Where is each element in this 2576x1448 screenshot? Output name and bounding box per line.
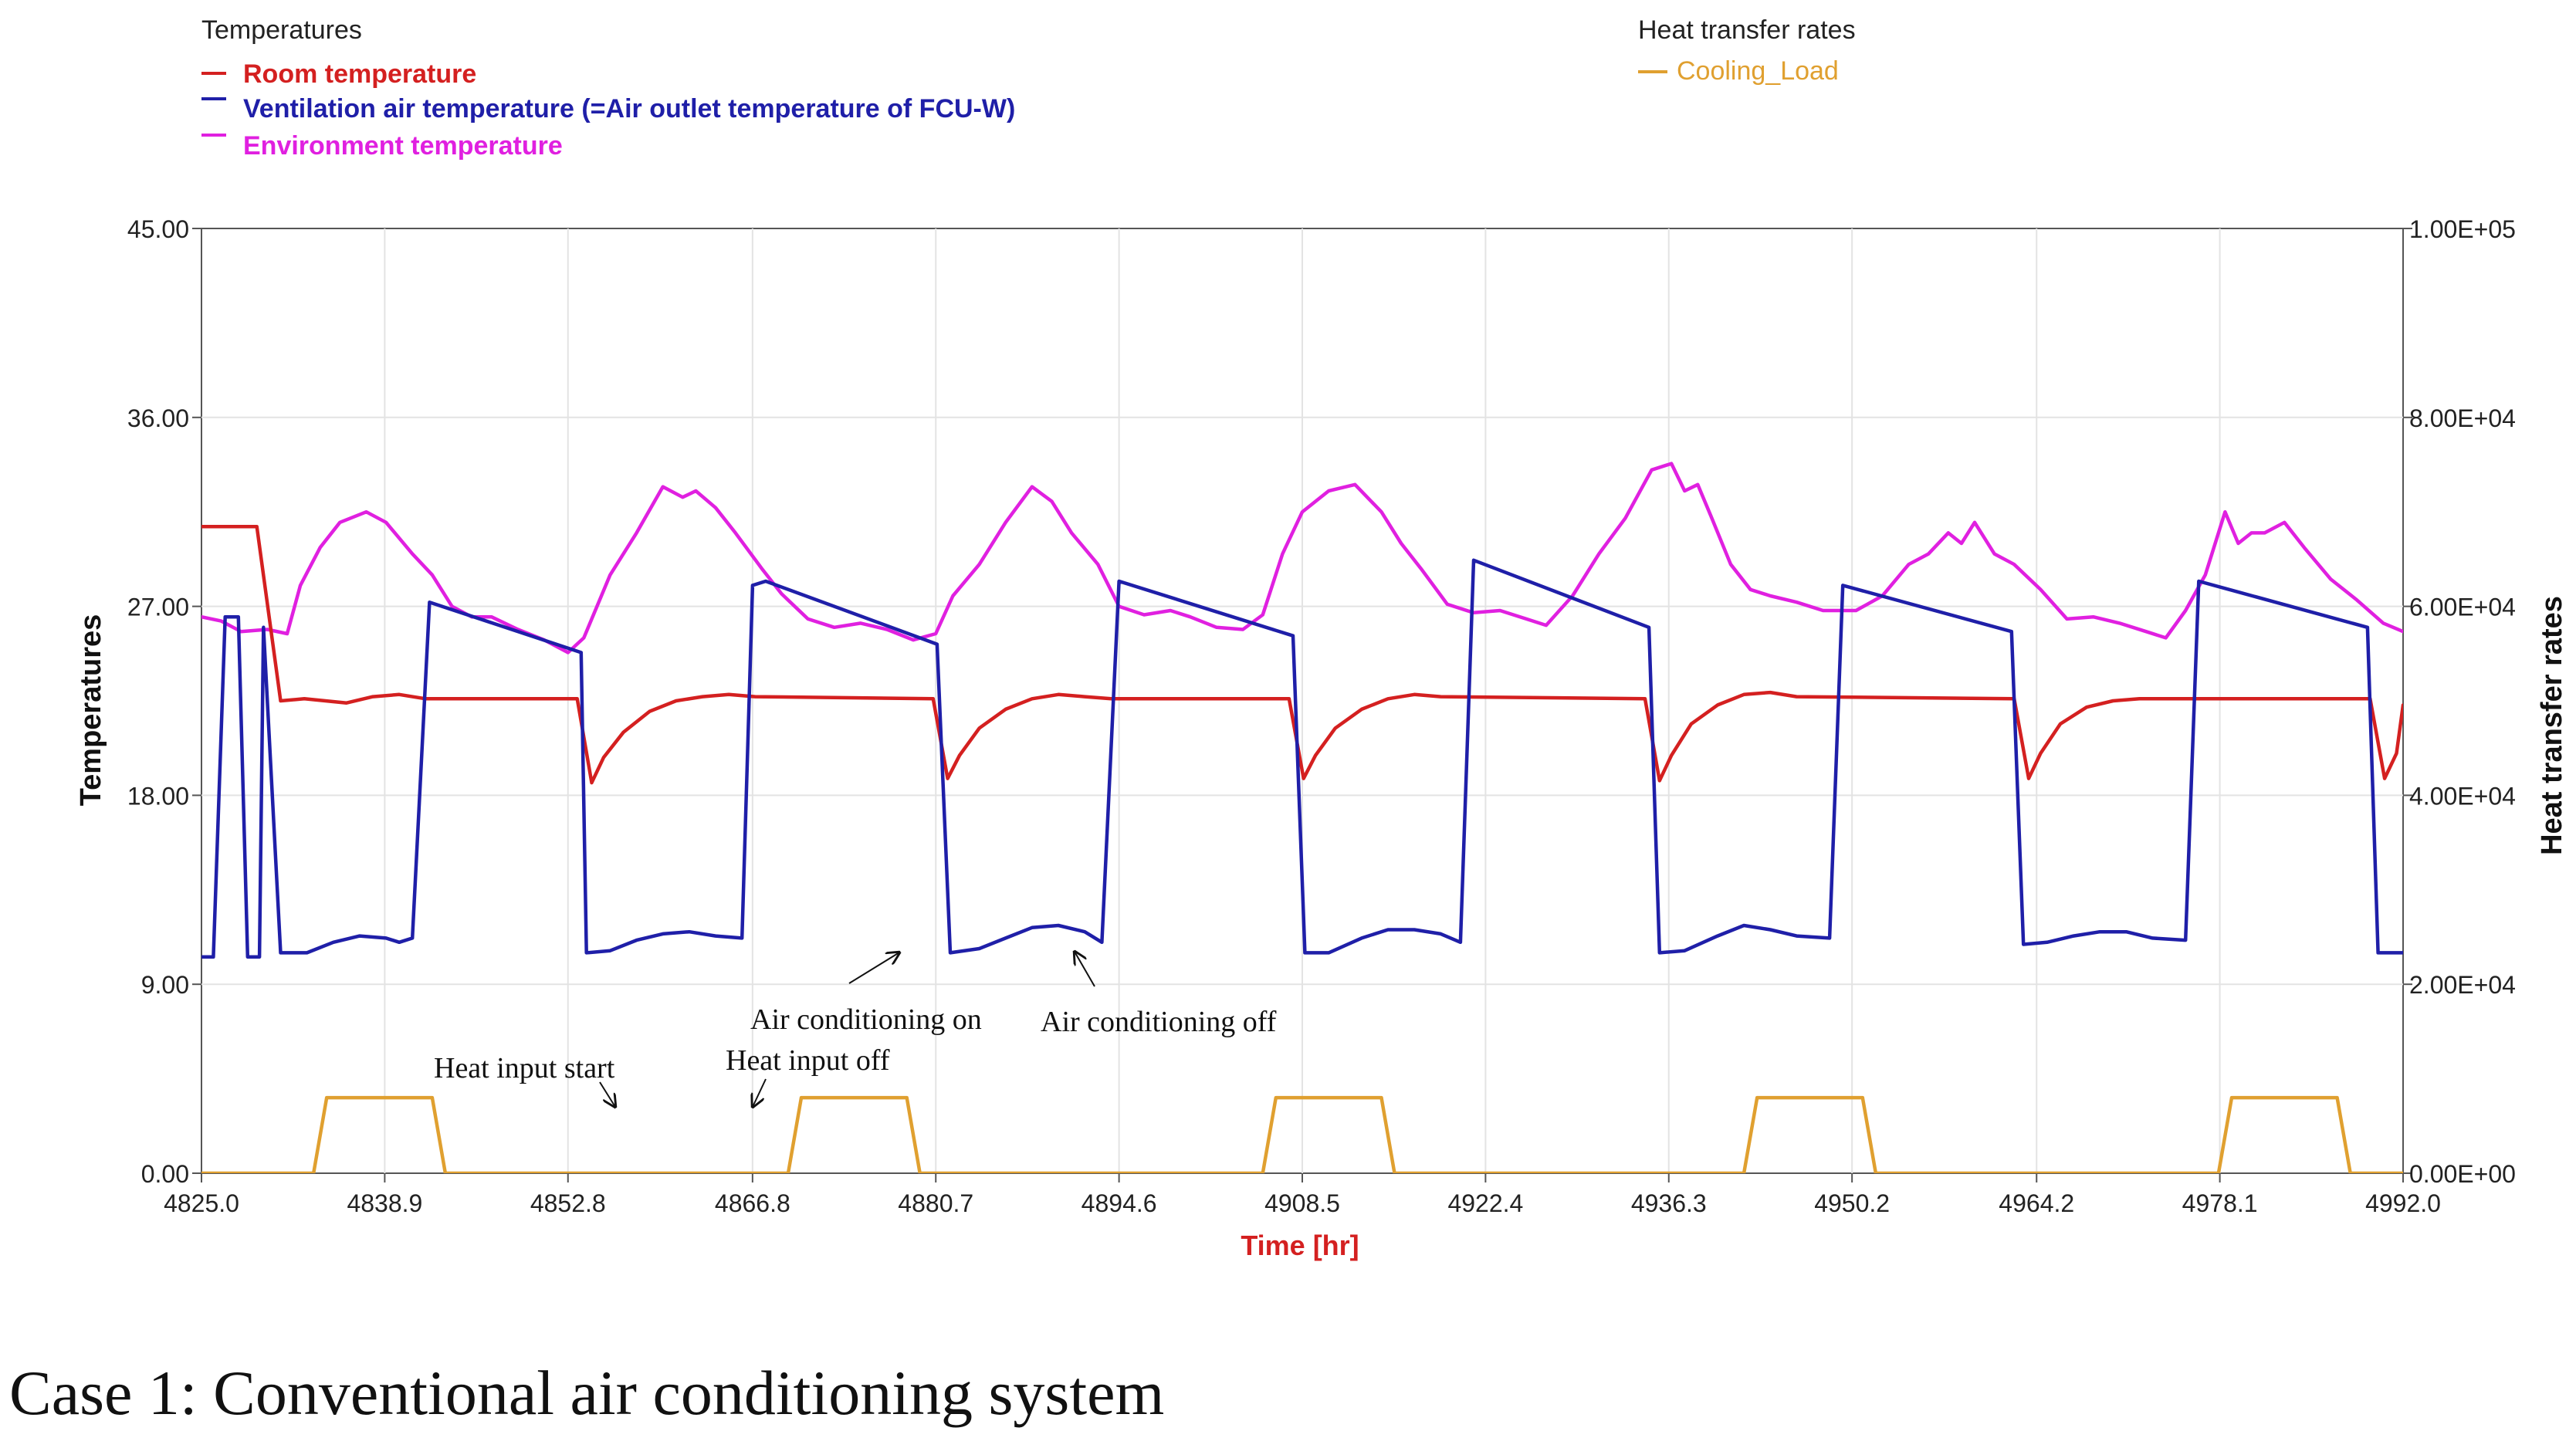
annotation-heat-off: Heat input off <box>726 1044 890 1077</box>
y2-tick-label: 1.00E+05 <box>2409 215 2516 243</box>
legend-label-environment: Environment temperature <box>243 131 563 161</box>
y2-tick-label: 6.00E+04 <box>2409 594 2516 621</box>
series-ventilation-air-temperature <box>201 558 2403 959</box>
annotation-arrow-heat-off <box>753 1078 767 1107</box>
legend-right: Cooling_Load <box>1638 56 1839 86</box>
y2-tick-label: 2.00E+04 <box>2409 971 2516 999</box>
y2-tick-label: 0.00E+00 <box>2409 1160 2516 1188</box>
x-tick-label: 4880.7 <box>898 1189 973 1217</box>
figure-caption: Case 1: Conventional air conditioning sy… <box>9 1358 1165 1428</box>
x-tick-label: 4894.6 <box>1082 1189 1157 1217</box>
x-tick-label: 4852.8 <box>530 1189 606 1217</box>
annotation-arrow-ac-on <box>848 952 899 984</box>
y-tick-label: 9.00 <box>141 971 189 999</box>
annotation-ac-on: Air conditioning on <box>750 1003 982 1036</box>
y-tick-label: 18.00 <box>127 782 189 810</box>
y-tick-label: 36.00 <box>127 404 189 432</box>
legend-label-room: Room temperature <box>243 59 476 89</box>
x-tick-label: 4866.8 <box>715 1189 790 1217</box>
y2-axis-ticks: 0.00E+00 2.00E+04 4.00E+04 6.00E+04 8.00E+04… <box>2403 215 2516 1188</box>
annotation-ac-off: Air conditioning off <box>1041 1006 1277 1038</box>
x-tick-label: 4922.4 <box>1447 1189 1523 1217</box>
x-tick-label: 4825.0 <box>164 1189 239 1217</box>
y2-tick-label: 4.00E+04 <box>2409 782 2516 810</box>
series-cooling-load <box>201 1095 2403 1173</box>
legend-right-title: Heat transfer rates <box>1638 15 1856 45</box>
chart: Temperatures Room temperature Ventilatio… <box>75 15 2568 1261</box>
legend-label-ventilation: Ventilation air temperature (=Air outlet… <box>243 94 1015 123</box>
y-axis-label: Temperatures <box>75 614 107 807</box>
x-axis-ticks: 4825.0 4838.9 4852.8 4866.8 4880.7 4894.6 4908… <box>164 1173 2441 1217</box>
legend-left-title: Temperatures <box>201 15 362 45</box>
x-tick-label: 4978.1 <box>2182 1189 2258 1217</box>
x-tick-label: 4992.0 <box>2365 1189 2441 1217</box>
gridlines <box>201 228 2403 1173</box>
y-axis-ticks: 0.00 9.00 18.00 27.00 36.00 45.00 <box>127 215 201 1188</box>
y2-axis-label: Heat transfer rates <box>2536 596 2568 855</box>
x-tick-label: 4936.3 <box>1631 1189 1707 1217</box>
x-tick-label: 4908.5 <box>1264 1189 1340 1217</box>
y-tick-label: 27.00 <box>127 594 189 621</box>
x-tick-label: 4964.2 <box>1999 1189 2074 1217</box>
x-tick-label: 4950.2 <box>1814 1189 1890 1217</box>
legend-label-cooling-load: Cooling_Load <box>1677 56 1839 86</box>
annotation-heat-start: Heat input start <box>434 1052 615 1084</box>
y-tick-label: 45.00 <box>127 215 189 243</box>
y-tick-label: 0.00 <box>141 1160 189 1188</box>
annotations: Air conditioning on Air conditioning off… <box>434 952 1277 1107</box>
x-tick-label: 4838.9 <box>347 1189 422 1217</box>
legend-left: Room temperature Ventilation air tempera… <box>201 59 1015 161</box>
series-group <box>201 462 2403 1173</box>
y2-tick-label: 8.00E+04 <box>2409 404 2516 432</box>
annotation-arrow-ac-off <box>1075 952 1095 987</box>
x-axis-label: Time [hr] <box>1241 1230 1359 1261</box>
annotation-arrow-heat-start <box>599 1081 615 1107</box>
series-environment-temperature <box>201 462 2403 655</box>
